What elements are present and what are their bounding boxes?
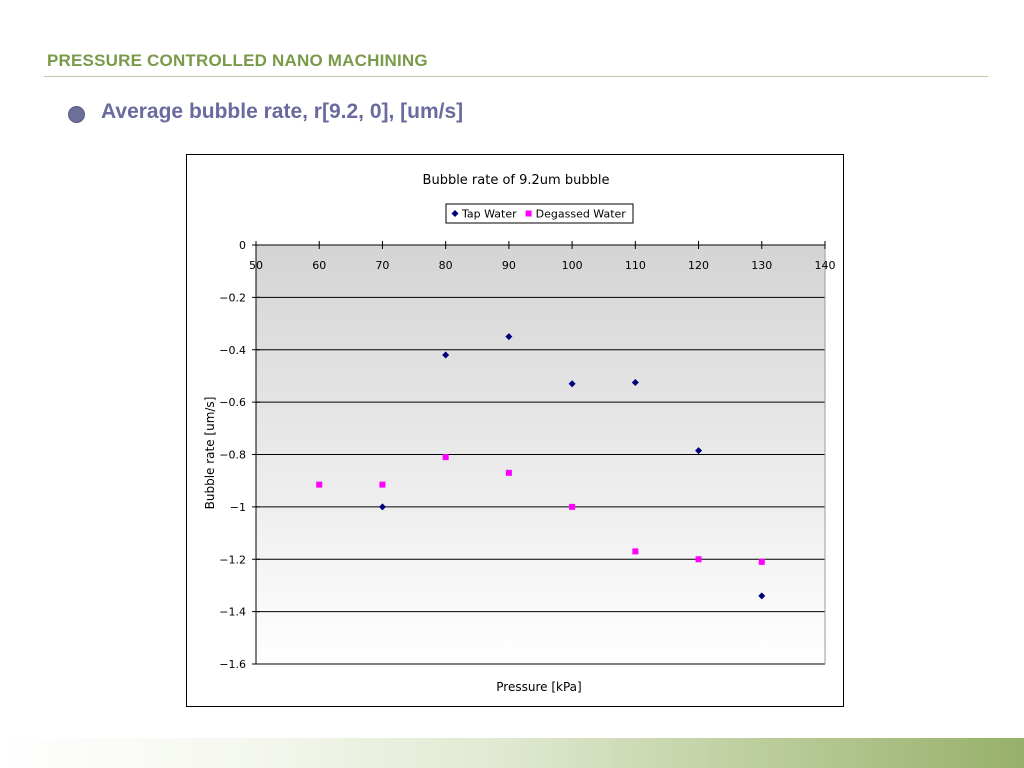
legend-box bbox=[445, 203, 634, 224]
degassed-water-point bbox=[569, 503, 576, 510]
x-axis-label: Pressure [kPa] bbox=[496, 680, 581, 694]
degassed-water-point bbox=[442, 454, 449, 461]
y-tick-label: −1.6 bbox=[219, 658, 246, 671]
tick-labels: 50 60 70 80 90 100 110 120 130 140 0 −0.2 −0.4 −0.6 −0… bbox=[219, 239, 835, 671]
degassed-water-point bbox=[505, 469, 512, 476]
x-tick-label: 60 bbox=[312, 259, 326, 272]
tap-water-point bbox=[695, 447, 703, 455]
tap-water-point bbox=[568, 380, 576, 388]
tap-water-point bbox=[442, 351, 450, 359]
slide-title: PRESSURE CONTROLLED NANO MACHINING bbox=[47, 51, 428, 70]
bullet-text: Average bubble rate, r[9.2, 0], [um/s] bbox=[101, 100, 464, 123]
tap-water-point bbox=[758, 592, 766, 600]
x-tick-label: 80 bbox=[439, 259, 453, 272]
grid-lines bbox=[256, 296, 825, 665]
chart-legend: Tap Water Degassed Water bbox=[445, 203, 634, 224]
tap-water-point bbox=[631, 378, 639, 386]
x-tick-label: 70 bbox=[375, 259, 389, 272]
data-points bbox=[316, 333, 766, 600]
y-axis-label: Bubble rate [um/s] bbox=[203, 397, 217, 510]
tap-water-legend-label: Tap Water bbox=[461, 208, 517, 221]
tap-water-legend-marker bbox=[451, 210, 459, 217]
degassed-water-legend-marker bbox=[525, 210, 532, 217]
x-tick-label: 110 bbox=[625, 259, 646, 272]
scatter-chart: 50 60 70 80 90 100 110 120 130 140 0 −0.2 −0.4 −0.6 −0… bbox=[203, 173, 836, 694]
degassed-water-point bbox=[758, 558, 765, 565]
y-tick-label: −1.2 bbox=[219, 553, 246, 566]
bullet-dot-icon bbox=[68, 106, 85, 123]
degassed-water-legend-label: Degassed Water bbox=[536, 208, 627, 221]
y-tick-label: −1.4 bbox=[219, 606, 246, 619]
y-tick-label: −0.6 bbox=[219, 396, 246, 409]
y-tick-label: −0.2 bbox=[219, 291, 246, 304]
y-tick-label: 0 bbox=[239, 239, 246, 252]
chart-frame: 50 60 70 80 90 100 110 120 130 140 0 −0.2 −0.4 −0.6 −0… bbox=[186, 154, 844, 707]
y-tick-label: −1 bbox=[230, 501, 246, 514]
x-tick-label: 90 bbox=[502, 259, 516, 272]
title-divider bbox=[44, 76, 988, 77]
degassed-water-point bbox=[379, 481, 386, 488]
chart-title: Bubble rate of 9.2um bubble bbox=[423, 173, 610, 188]
degassed-water-point bbox=[632, 548, 639, 555]
y-tick-label: −0.8 bbox=[219, 449, 246, 462]
degassed-water-point bbox=[695, 556, 702, 563]
x-tick-label: 50 bbox=[249, 259, 263, 272]
axis-ticks bbox=[252, 241, 826, 665]
x-tick-label: 100 bbox=[562, 259, 583, 272]
footer-gradient-band bbox=[0, 738, 1024, 768]
degassed-water-point bbox=[316, 481, 323, 488]
x-tick-label: 120 bbox=[688, 259, 709, 272]
x-tick-label: 130 bbox=[751, 259, 772, 272]
x-tick-label: 140 bbox=[815, 259, 836, 272]
tap-water-point bbox=[378, 503, 386, 511]
y-tick-label: −0.4 bbox=[219, 344, 246, 357]
tap-water-point bbox=[505, 333, 513, 341]
